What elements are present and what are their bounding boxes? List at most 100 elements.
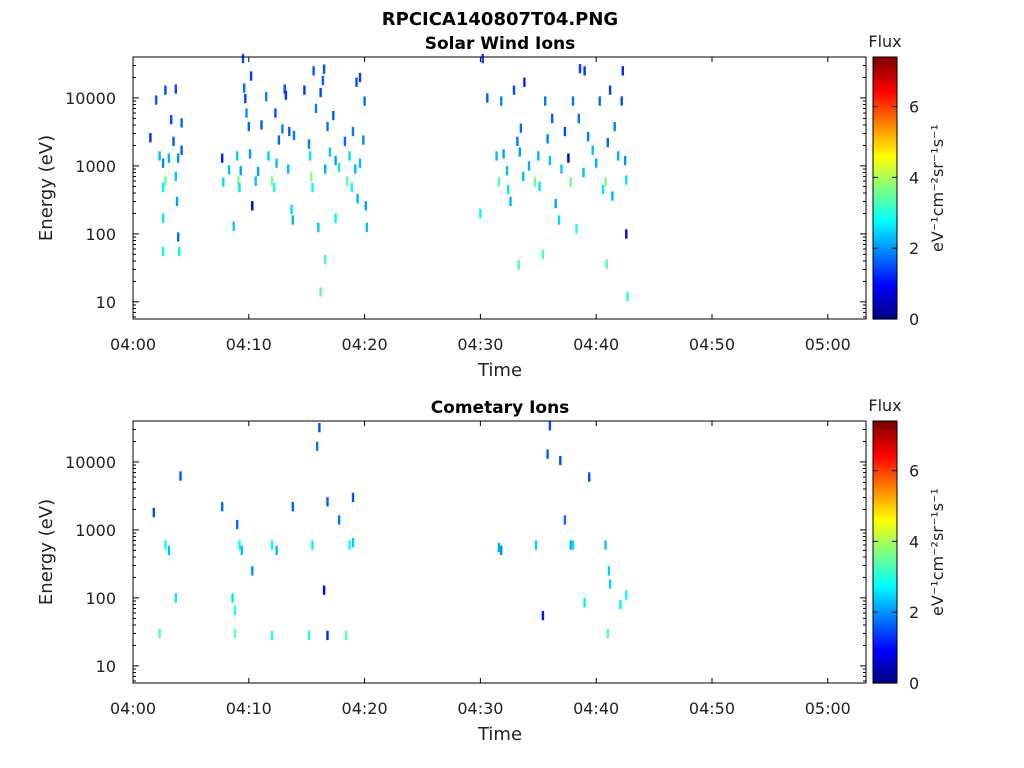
data-cell (332, 110, 335, 121)
colorbar-segment (873, 308, 897, 311)
data-cell (591, 145, 594, 155)
colorbar-segment (873, 102, 897, 106)
colorbar-segment (873, 255, 897, 259)
y-tick-label: 10000 (65, 89, 116, 108)
data-cell (337, 515, 341, 525)
colorbar-segment (873, 277, 897, 281)
x-tick-label: 04:40 (573, 335, 619, 354)
data-cell (319, 87, 322, 98)
colorbar-segment (873, 547, 897, 551)
colorbar-segment (873, 74, 897, 78)
colorbar-segment (873, 488, 897, 492)
panel-1: 04:00 04:10 04:20 04:30 04:40 04:50 05:00 10 100… (36, 32, 947, 381)
data-cell (311, 540, 314, 550)
colorbar-segment (873, 281, 897, 285)
x-tick-label: 04:00 (110, 699, 156, 718)
colorbar-segment (873, 220, 897, 224)
data-cell (239, 166, 242, 176)
colorbar-segment (873, 674, 897, 678)
data-cell (619, 599, 622, 610)
x-axis-label: Time (477, 724, 522, 745)
data-cell (237, 176, 240, 186)
panel-title: Solar Wind Ions (425, 34, 576, 54)
colorbar-segment (873, 490, 897, 494)
colorbar-segment (873, 266, 897, 270)
data-cell (617, 151, 620, 161)
data-cell (267, 151, 270, 161)
x-tick-label: 04:50 (689, 335, 735, 354)
data-cell (284, 90, 288, 100)
colorbar-segment (873, 212, 897, 215)
data-cell (557, 215, 561, 225)
data-cell (322, 585, 326, 595)
colorbar-segment (873, 643, 897, 647)
data-cell (167, 545, 171, 555)
y-tick-label: 1000 (75, 157, 116, 176)
colorbar-segment (873, 604, 897, 608)
colorbar-segment (873, 216, 897, 220)
data-cell (607, 566, 611, 576)
data-cell (571, 540, 575, 550)
colorbar-segment (873, 628, 897, 632)
data-cell (273, 182, 276, 193)
colorbar-segment (873, 645, 897, 649)
colorbar-segment (873, 602, 897, 605)
colorbar-segment (873, 455, 897, 459)
data-cell (346, 176, 349, 186)
colorbar-segment (873, 440, 897, 444)
colorbar-segment (873, 297, 897, 300)
data-cell (344, 630, 348, 641)
colorbar-segment (873, 429, 897, 433)
colorbar-segment (873, 155, 897, 159)
colorbar-segment (873, 658, 897, 662)
colorbar-tick-label: 2 (909, 603, 919, 622)
colorbar-segment (873, 262, 897, 266)
data-cell (155, 95, 158, 105)
colorbar-segment (873, 626, 897, 630)
colorbar-segment (873, 222, 897, 226)
data-cell (569, 177, 572, 187)
data-cell (236, 519, 239, 530)
data-cell (241, 53, 245, 64)
colorbar-segment (873, 576, 897, 579)
x-tick-label: 05:00 (805, 699, 851, 718)
data-cell (548, 155, 552, 166)
colorbar-segment (873, 473, 897, 477)
colorbar-segment (873, 523, 897, 527)
colorbar-title: Flux (868, 396, 901, 415)
data-cell (516, 136, 519, 146)
data-cell (608, 85, 612, 95)
data-cell (348, 151, 351, 161)
data-cell (334, 213, 337, 223)
data-cell (358, 72, 362, 83)
colorbar-segment (873, 545, 897, 549)
data-cell (161, 213, 165, 223)
colorbar-segment (873, 231, 897, 235)
colorbar-segment (873, 606, 897, 610)
colorbar-segment (873, 497, 897, 501)
colorbar-segment (873, 273, 897, 276)
data-cell (231, 593, 234, 603)
colorbar-segment (873, 421, 897, 424)
colorbar-segment (873, 91, 897, 95)
colorbar-segment (873, 482, 897, 485)
colorbar-segment (873, 519, 897, 523)
data-cell (288, 126, 291, 137)
colorbar-segment (873, 571, 897, 575)
colorbar-segment (873, 203, 897, 207)
data-cell (326, 497, 329, 507)
data-cell (598, 96, 601, 106)
colorbar-segment (873, 305, 897, 309)
data-cell (351, 126, 355, 137)
colorbar-segment (873, 451, 897, 455)
y-axis-label: Energy (eV) (36, 135, 57, 241)
colorbar-segment (873, 558, 897, 562)
data-cell (605, 259, 608, 269)
data-cell (287, 164, 290, 174)
data-cell (623, 155, 627, 166)
data-cell (244, 93, 247, 104)
data-cell (277, 135, 281, 145)
data-cell (500, 96, 503, 106)
colorbar-segment (873, 536, 897, 540)
colorbar-segment (873, 251, 897, 255)
